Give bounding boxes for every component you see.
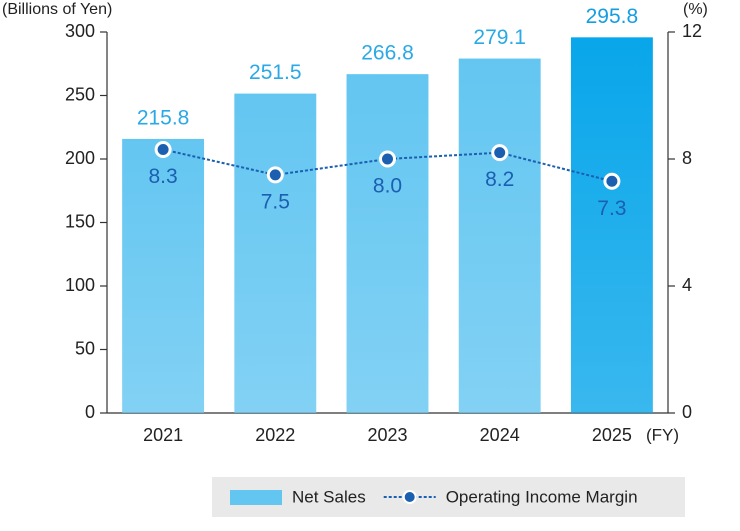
y2-tick-label: 8	[682, 148, 692, 168]
y-tick-label: 250	[65, 84, 95, 104]
x-tick-label: 2024	[480, 425, 520, 445]
y-tick-label: 0	[85, 402, 95, 422]
bar	[122, 138, 205, 413]
x-tick-label: 2022	[255, 425, 295, 445]
line-value-label: 8.0	[373, 175, 402, 198]
x-tick-label: 2023	[367, 425, 407, 445]
bar-value-label: 251.5	[249, 61, 302, 84]
bar-value-label: 295.8	[586, 5, 639, 28]
line-value-label: 7.3	[597, 197, 626, 220]
legend-label: Net Sales	[292, 487, 366, 506]
line-marker	[491, 144, 509, 162]
bar	[346, 74, 429, 413]
line	[162, 148, 613, 183]
line-marker	[603, 172, 621, 190]
y-tick-label: 50	[75, 338, 95, 358]
legend-label: Operating Income Margin	[446, 487, 638, 506]
bar-value-label: 266.8	[361, 42, 414, 65]
y2-tick-label: 0	[682, 402, 692, 422]
x-unit-label: (FY)	[646, 425, 679, 444]
bar-value-label: 279.1	[473, 26, 526, 49]
bar	[570, 37, 653, 414]
y-tick-label: 200	[65, 148, 95, 168]
y-tick-label: 150	[65, 211, 95, 231]
x-tick-label: 2025	[592, 425, 632, 445]
x-tick-label: 2021	[143, 425, 183, 445]
legend-swatch	[230, 490, 282, 505]
y2-axis-label: (%)	[683, 1, 708, 18]
line-marker	[154, 140, 172, 158]
bar	[234, 93, 317, 413]
y-tick-label: 300	[65, 21, 95, 41]
y-axis-label: (Billions of Yen)	[2, 1, 112, 18]
line-value-label: 8.2	[485, 168, 514, 191]
line-marker	[379, 150, 396, 168]
y2-tick-label: 4	[682, 275, 692, 295]
line-marker	[266, 166, 284, 184]
y-tick-label: 100	[65, 275, 95, 295]
line-value-label: 8.3	[148, 165, 177, 188]
legend-swatch-marker	[402, 490, 417, 504]
line-value-label: 7.5	[261, 190, 290, 213]
legend-box	[212, 477, 685, 517]
y2-tick-label: 12	[682, 21, 702, 41]
bar	[458, 58, 541, 413]
bar-value-label: 215.8	[137, 106, 190, 129]
